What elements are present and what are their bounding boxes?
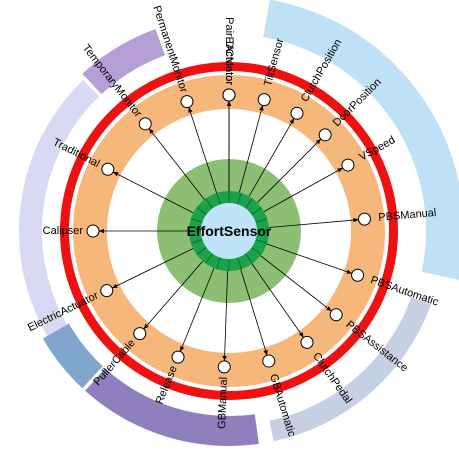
node-label: PairEActuator bbox=[223, 17, 235, 85]
edge-arrowhead bbox=[346, 269, 352, 274]
node-circle bbox=[133, 327, 147, 341]
edge bbox=[257, 138, 322, 203]
core-ring-segment bbox=[190, 239, 203, 244]
edge-arrowhead bbox=[315, 139, 321, 145]
group-arc bbox=[269, 297, 432, 442]
edge-arrowhead bbox=[298, 332, 304, 338]
edge bbox=[148, 128, 205, 200]
edge-arrowhead bbox=[113, 171, 119, 177]
group-arc bbox=[85, 368, 259, 446]
node-circle bbox=[341, 158, 355, 172]
edge-arrowhead bbox=[222, 355, 227, 361]
edge-arrowhead bbox=[263, 349, 268, 356]
core-ring-segment bbox=[245, 198, 253, 209]
core-ring-segment bbox=[237, 192, 242, 205]
group-arcs bbox=[18, 0, 459, 446]
core-ring-segment bbox=[205, 253, 213, 264]
core-ring-segment bbox=[216, 257, 221, 270]
edge bbox=[188, 107, 218, 194]
node-label: DCMotor bbox=[223, 41, 235, 85]
group-arc bbox=[42, 323, 103, 389]
group-arc bbox=[18, 79, 100, 336]
center-label: EffortSensor bbox=[187, 223, 272, 239]
edge-arrowhead bbox=[188, 107, 193, 113]
node-circle bbox=[262, 354, 276, 368]
edge bbox=[240, 269, 268, 356]
core-ring-segment bbox=[255, 218, 268, 223]
core-ring-segment bbox=[251, 247, 262, 255]
group-arc bbox=[82, 28, 166, 95]
edge-arrowhead bbox=[337, 167, 343, 173]
node-circle bbox=[357, 212, 371, 226]
node-label: Calipser bbox=[43, 225, 84, 237]
edge bbox=[238, 105, 264, 193]
edge bbox=[143, 260, 204, 330]
node-circle bbox=[300, 335, 314, 349]
node-circle bbox=[171, 350, 185, 364]
core-ring-segment bbox=[196, 207, 207, 215]
node-circle bbox=[222, 88, 236, 102]
edge-arrowhead bbox=[326, 306, 332, 312]
core-ring-segment bbox=[196, 247, 207, 255]
core-ring-segment bbox=[205, 198, 213, 209]
edge-arrowhead bbox=[259, 105, 264, 111]
edge bbox=[251, 263, 304, 338]
node-label: PBSManual bbox=[378, 207, 437, 224]
edge bbox=[224, 270, 229, 361]
node-circle bbox=[101, 162, 115, 176]
node-circle bbox=[329, 308, 343, 322]
edge bbox=[263, 167, 343, 212]
node-circle bbox=[351, 268, 365, 282]
edge-arrowhead bbox=[99, 228, 104, 234]
edge bbox=[266, 243, 353, 274]
edge bbox=[268, 219, 359, 228]
edge bbox=[248, 118, 295, 197]
center-node bbox=[201, 203, 257, 259]
node-circle bbox=[100, 284, 114, 298]
edge bbox=[112, 171, 194, 214]
core-ring-segment bbox=[190, 218, 203, 223]
edge bbox=[111, 248, 194, 289]
edge-arrowhead bbox=[226, 101, 232, 106]
edge-arrowhead bbox=[148, 128, 154, 134]
edge-arrowhead bbox=[353, 217, 359, 223]
node-circle bbox=[318, 128, 332, 142]
core-ring-segment bbox=[237, 257, 242, 270]
core-ring-segment bbox=[255, 239, 268, 244]
edge-arrowhead bbox=[289, 118, 294, 124]
edges bbox=[99, 101, 359, 361]
node-circle bbox=[290, 106, 304, 120]
core-ring-segment bbox=[245, 253, 253, 264]
core-ring-segment bbox=[251, 207, 262, 215]
core-ring-segments bbox=[189, 191, 269, 271]
node-circle bbox=[180, 95, 194, 109]
edge bbox=[179, 267, 215, 352]
node-label: GBManual bbox=[216, 377, 230, 429]
node-circle bbox=[86, 224, 100, 238]
core-ring-segment bbox=[216, 192, 221, 205]
edge-arrowhead bbox=[143, 323, 149, 330]
edge bbox=[260, 255, 332, 312]
node-circle bbox=[257, 93, 271, 107]
edge-arrowhead bbox=[112, 283, 118, 288]
node-circle bbox=[217, 360, 231, 374]
group-arc bbox=[263, 0, 459, 280]
edge-arrowhead bbox=[180, 346, 185, 352]
node-circle bbox=[138, 117, 152, 131]
